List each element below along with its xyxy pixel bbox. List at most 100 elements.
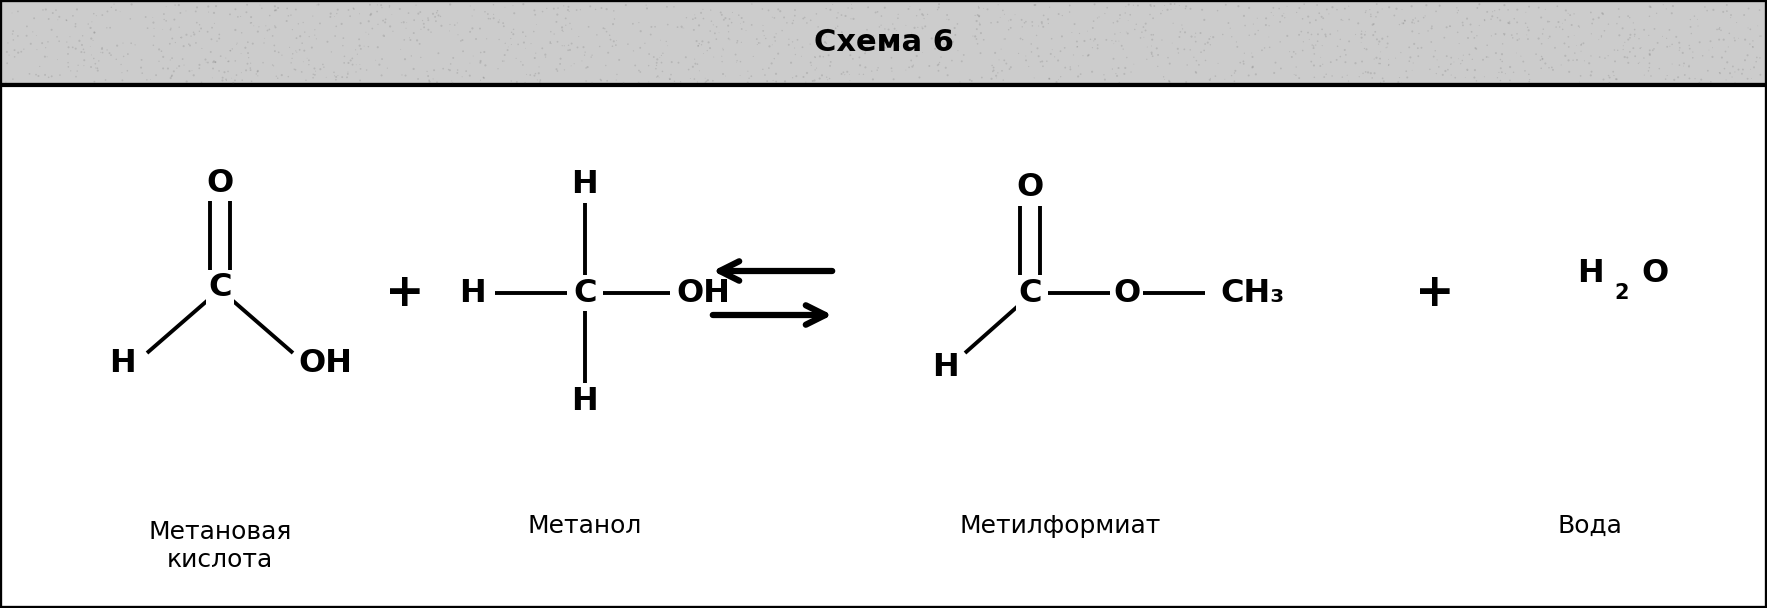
Point — [1479, 7, 1507, 16]
Point — [323, 71, 352, 80]
Point — [470, 7, 498, 16]
Point — [866, 40, 894, 50]
Point — [209, 75, 237, 85]
Point — [1147, 9, 1175, 18]
Point — [1080, 36, 1108, 46]
Point — [645, 73, 673, 83]
Point — [626, 18, 654, 27]
Point — [970, 4, 998, 13]
Point — [1182, 67, 1210, 77]
Point — [984, 17, 1012, 27]
Point — [1113, 53, 1141, 63]
Point — [783, 35, 811, 44]
Point — [240, 21, 269, 30]
Point — [1149, 5, 1177, 15]
Point — [94, 7, 122, 16]
Point — [1186, 28, 1214, 38]
Point — [330, 58, 359, 67]
Point — [1670, 70, 1698, 80]
Point — [679, 15, 707, 24]
Point — [385, 4, 413, 14]
Point — [300, 30, 329, 40]
Point — [1640, 24, 1668, 33]
Point — [1620, 51, 1649, 61]
Point — [986, 13, 1014, 22]
Point — [346, 18, 375, 28]
Point — [1272, 2, 1301, 12]
Point — [808, 27, 836, 36]
Point — [1604, 4, 1633, 14]
Point — [793, 18, 822, 28]
Point — [375, 3, 403, 13]
Point — [95, 48, 124, 58]
Point — [719, 7, 747, 17]
Point — [313, 37, 341, 47]
Point — [113, 66, 141, 75]
Point — [762, 29, 790, 38]
Point — [290, 46, 318, 55]
Point — [191, 55, 219, 64]
Point — [274, 11, 302, 21]
Point — [852, 38, 880, 48]
Point — [797, 60, 825, 70]
Point — [80, 77, 108, 86]
Point — [1081, 34, 1110, 44]
Point — [1327, 52, 1355, 61]
Point — [1636, 50, 1665, 60]
Point — [262, 1, 290, 11]
Point — [1299, 41, 1327, 51]
Point — [53, 16, 81, 26]
Point — [1256, 8, 1285, 18]
Point — [440, 20, 468, 30]
Point — [912, 21, 940, 31]
Point — [1357, 12, 1385, 21]
Point — [997, 23, 1025, 33]
Point — [671, 13, 700, 22]
Point — [1748, 31, 1767, 41]
Point — [984, 0, 1012, 10]
Point — [1534, 33, 1562, 43]
Point — [684, 59, 712, 69]
Point — [1341, 58, 1369, 68]
Point — [641, 22, 670, 32]
Point — [714, 27, 742, 36]
Point — [790, 13, 818, 22]
Point — [963, 24, 991, 34]
Point — [207, 51, 235, 61]
Point — [1260, 68, 1288, 78]
Point — [297, 43, 325, 52]
Point — [1712, 47, 1740, 57]
Point — [947, 57, 975, 66]
Point — [387, 70, 415, 80]
Point — [1164, 32, 1193, 42]
Point — [34, 52, 62, 61]
Point — [603, 40, 631, 50]
Point — [458, 24, 486, 33]
Point — [631, 38, 659, 48]
Point — [838, 30, 866, 40]
Point — [343, 60, 371, 70]
Point — [1495, 18, 1523, 28]
Point — [108, 68, 136, 78]
Point — [967, 48, 995, 58]
Point — [1308, 41, 1336, 50]
Point — [1106, 14, 1134, 24]
Point — [1055, 1, 1083, 10]
Point — [1186, 60, 1214, 70]
Point — [1555, 55, 1583, 65]
Point — [42, 32, 71, 41]
Point — [329, 72, 357, 82]
Point — [926, 58, 954, 67]
Point — [1401, 13, 1430, 23]
Point — [1700, 5, 1728, 15]
Point — [1601, 74, 1629, 84]
Point — [226, 12, 254, 21]
Point — [1528, 54, 1557, 64]
Point — [528, 43, 557, 53]
Point — [55, 58, 83, 67]
Point — [1560, 30, 1589, 40]
Point — [777, 58, 806, 67]
Point — [1723, 18, 1751, 27]
Point — [470, 47, 498, 57]
Point — [0, 29, 27, 39]
